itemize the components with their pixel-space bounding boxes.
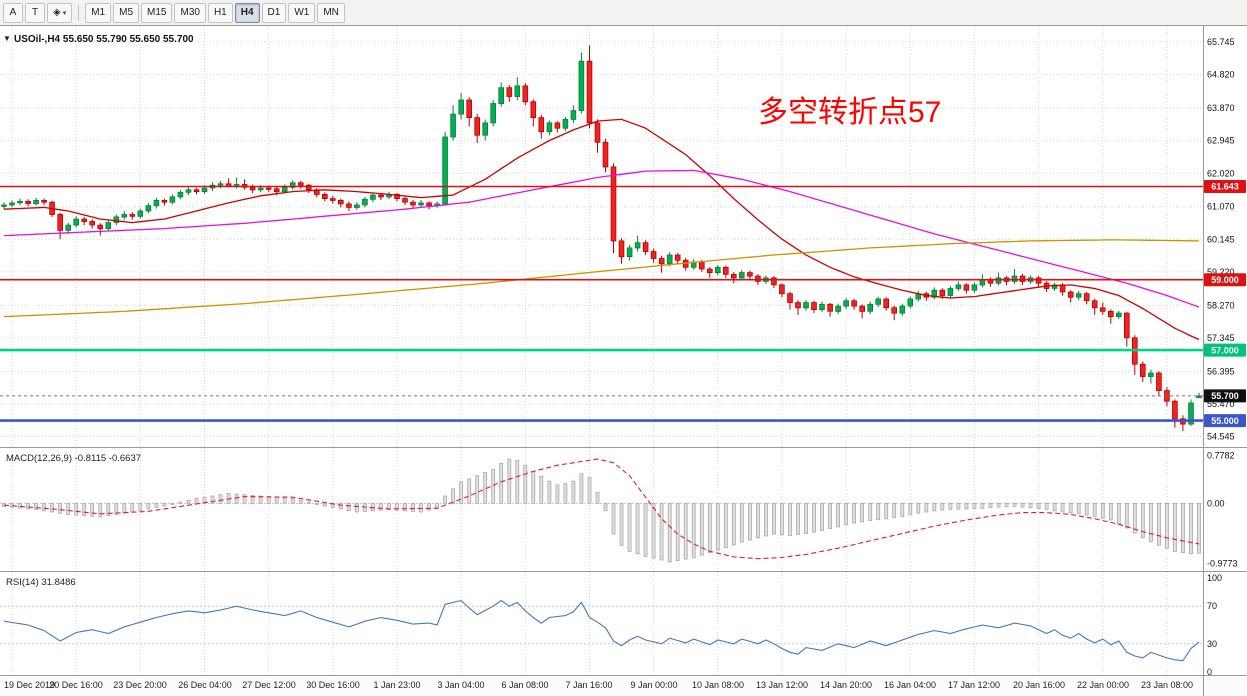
- time-axis-label: 16 Jan 04:00: [883, 680, 937, 690]
- price-axis-background[interactable]: [1203, 572, 1247, 675]
- macd-pane[interactable]: MACD(12,26,9) -0.8115 -0.6637 0.7782 0.00 -…: [0, 448, 1247, 571]
- price-pane[interactable]: 多空转折点57 ▼ USOil-,H4 55.650 55.790 55.650 5…: [0, 26, 1247, 447]
- ma-fast-red: [3, 118, 1200, 341]
- grid: [0, 448, 1203, 571]
- svg-text:-0.9773: -0.9773: [1207, 559, 1238, 569]
- svg-text:0.00: 0.00: [1207, 498, 1225, 508]
- timeframe-button-H4[interactable]: H4: [234, 2, 260, 23]
- ma-slow-orange: [3, 239, 1200, 318]
- svg-text:60.145: 60.145: [1207, 234, 1235, 244]
- grid: [11, 572, 1168, 675]
- macd-histogram: [2, 458, 1201, 563]
- time-axis-label: 23 Dec 20:00: [113, 680, 167, 690]
- svg-text:62.020: 62.020: [1207, 168, 1235, 178]
- svg-text:65.745: 65.745: [1207, 37, 1235, 47]
- time-axis-label: 13 Jan 12:00: [755, 680, 809, 690]
- pane-separator: [0, 675, 1247, 676]
- time-axis-label: 26 Dec 04:00: [178, 680, 232, 690]
- price-axis-background[interactable]: [1203, 448, 1247, 571]
- price-badge: 55.000: [1204, 414, 1246, 428]
- svg-text:61.070: 61.070: [1207, 202, 1235, 212]
- time-axis-label: 30 Dec 16:00: [306, 680, 360, 690]
- price-chart-canvas[interactable]: 多空转折点57 ▼ USOil-,H4 55.650 55.790 55.650 5…: [0, 26, 1247, 447]
- svg-text:57.000: 57.000: [1211, 345, 1239, 355]
- timeframe-button-M30[interactable]: M30: [174, 2, 206, 23]
- price-badge: 59.000: [1204, 273, 1246, 287]
- svg-text:100: 100: [1207, 573, 1222, 583]
- time-axis-label: 19 Dec 2019: [4, 680, 56, 690]
- rsi-canvas[interactable]: RSI(14) 31.8486 100 70 30 0: [0, 572, 1247, 675]
- rsi-line: [3, 599, 1200, 662]
- toolbar-separator: [78, 4, 80, 21]
- svg-text:55.470: 55.470: [1207, 399, 1235, 409]
- timeframe-button-H1[interactable]: H1: [207, 2, 233, 23]
- macd-signal-line: [3, 458, 1200, 560]
- rsi-axis[interactable]: 100 70 30 0: [1207, 573, 1222, 675]
- time-axis-label: 6 Jan 08:00: [501, 680, 549, 690]
- timeframe-group: M1 M5 M15 M30 H1 H4 D1 W1 MN: [85, 2, 345, 23]
- annotation-text[interactable]: 多空转折点57: [758, 96, 941, 129]
- rsi-pane[interactable]: RSI(14) 31.8486 100 70 30 0: [0, 572, 1247, 675]
- svg-text:59.000: 59.000: [1211, 275, 1239, 285]
- chart-title: USOil-,H4 55.650 55.790 55.650 55.700: [14, 34, 194, 45]
- time-axis-label: 20 Dec 16:00: [49, 680, 103, 690]
- svg-text:59.220: 59.220: [1207, 267, 1235, 277]
- time-axis-label: 14 Jan 20:00: [819, 680, 873, 690]
- time-axis-label: 23 Jan 08:00: [1140, 680, 1194, 690]
- time-axis-label: 20 Jan 16:00: [1012, 680, 1066, 690]
- svg-text:0.7782: 0.7782: [1207, 451, 1235, 461]
- grid: [0, 26, 1203, 447]
- svg-text:54.545: 54.545: [1207, 432, 1235, 442]
- timeframe-button-D1[interactable]: D1: [261, 2, 287, 23]
- time-axis-label: 1 Jan 23:00: [373, 680, 421, 690]
- price-badge: 61.643: [1204, 180, 1246, 193]
- svg-text:0: 0: [1207, 667, 1212, 675]
- time-axis-label: 3 Jan 04:00: [437, 680, 485, 690]
- ma-mid-magenta: [3, 169, 1200, 308]
- svg-text:58.270: 58.270: [1207, 300, 1235, 310]
- timeframe-button-MN[interactable]: MN: [317, 2, 345, 23]
- time-axis-label: 17 Jan 12:00: [947, 680, 1001, 690]
- svg-text:64.820: 64.820: [1207, 70, 1235, 80]
- time-axis-label: 10 Jan 08:00: [691, 680, 745, 690]
- symbol-expander-icon[interactable]: ▼: [3, 34, 11, 43]
- chevron-down-icon: ▾: [62, 9, 67, 17]
- time-axis-label: 9 Jan 00:00: [630, 680, 678, 690]
- draw-tools-button[interactable]: ◈ ▾: [47, 2, 73, 23]
- toolbar: A T ◈ ▾ M1 M5 M15 M30 H1 H4 D1 W1 MN: [0, 0, 1247, 26]
- time-axis-label: 7 Jan 16:00: [565, 680, 613, 690]
- price-badge: 57.000: [1204, 343, 1246, 357]
- time-axis-label: 22 Jan 00:00: [1076, 680, 1130, 690]
- price-axis-background[interactable]: [1203, 26, 1247, 447]
- price-axis-border: [1203, 26, 1204, 696]
- timeframe-button-M1[interactable]: M1: [85, 2, 112, 23]
- macd-canvas[interactable]: MACD(12,26,9) -0.8115 -0.6637 0.7782 0.00 -…: [0, 448, 1247, 571]
- cursor-tool-button[interactable]: A: [3, 2, 23, 23]
- current-price-badge: 55.700: [1204, 389, 1246, 403]
- pane-separator[interactable]: [0, 447, 1247, 448]
- svg-text:55.000: 55.000: [1211, 416, 1239, 426]
- macd-label: MACD(12,26,9) -0.8115 -0.6637: [6, 453, 141, 464]
- pane-separator[interactable]: [0, 571, 1247, 572]
- svg-text:62.945: 62.945: [1207, 136, 1235, 146]
- price-axis[interactable]: 65.745 64.820 63.870 62.945 62.020 61.070 60.1…: [1204, 37, 1246, 442]
- svg-text:61.643: 61.643: [1211, 182, 1239, 192]
- time-axis-label: 27 Dec 12:00: [242, 680, 296, 690]
- time-axis[interactable]: 19 Dec 2019 20 Dec 16:00 23 Dec 20:00 26 De…: [0, 676, 1247, 696]
- timeframe-button-W1[interactable]: W1: [288, 2, 316, 23]
- svg-text:55.700: 55.700: [1211, 391, 1239, 401]
- macd-axis[interactable]: 0.7782 0.00 -0.9773: [1207, 451, 1238, 569]
- svg-text:63.870: 63.870: [1207, 103, 1235, 113]
- rsi-label: RSI(14) 31.8486: [6, 577, 76, 588]
- svg-text:56.395: 56.395: [1207, 366, 1235, 376]
- svg-text:57.345: 57.345: [1207, 333, 1235, 343]
- text-tool-button[interactable]: T: [25, 2, 45, 23]
- svg-text:70: 70: [1207, 601, 1217, 611]
- svg-text:30: 30: [1207, 639, 1217, 649]
- timeframe-button-M5[interactable]: M5: [113, 2, 140, 23]
- draw-tools-icon: ◈: [53, 6, 61, 18]
- candlestick-series: [1, 45, 1202, 432]
- timeframe-button-M15[interactable]: M15: [141, 2, 173, 23]
